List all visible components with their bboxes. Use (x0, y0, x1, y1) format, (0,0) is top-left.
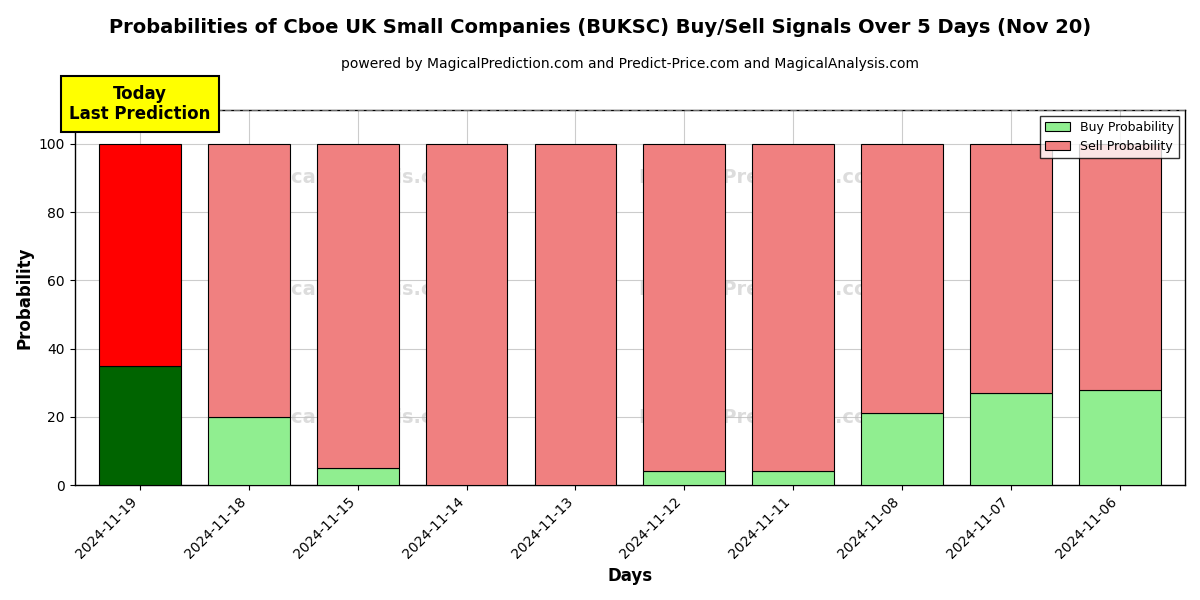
X-axis label: Days: Days (607, 567, 653, 585)
Text: MagicalPrediction.com: MagicalPrediction.com (638, 408, 888, 427)
Bar (752, 144, 834, 472)
Legend: Buy Probability, Sell Probability: Buy Probability, Sell Probability (1040, 116, 1178, 158)
Text: Today
Last Prediction: Today Last Prediction (70, 85, 211, 124)
Bar (317, 144, 398, 468)
Y-axis label: Probability: Probability (16, 246, 34, 349)
Text: MagicalAnalysis.com: MagicalAnalysis.com (238, 280, 467, 299)
Bar (208, 144, 289, 417)
Text: MagicalAnalysis.com: MagicalAnalysis.com (238, 168, 467, 187)
Bar (426, 144, 508, 485)
Bar (643, 472, 725, 485)
Bar (100, 144, 181, 365)
Text: MagicalPrediction.com: MagicalPrediction.com (638, 280, 888, 299)
Bar (317, 468, 398, 485)
Text: MagicalPrediction.com: MagicalPrediction.com (638, 168, 888, 187)
Bar (208, 417, 289, 485)
Bar (970, 393, 1051, 485)
Bar (100, 365, 181, 485)
Bar (862, 413, 943, 485)
Bar (970, 144, 1051, 393)
Bar (752, 472, 834, 485)
Title: powered by MagicalPrediction.com and Predict-Price.com and MagicalAnalysis.com: powered by MagicalPrediction.com and Pre… (341, 57, 919, 71)
Bar (1079, 144, 1160, 389)
Bar (862, 144, 943, 413)
Bar (534, 144, 617, 485)
Text: Probabilities of Cboe UK Small Companies (BUKSC) Buy/Sell Signals Over 5 Days (N: Probabilities of Cboe UK Small Companies… (109, 18, 1091, 37)
Text: MagicalAnalysis.com: MagicalAnalysis.com (238, 408, 467, 427)
Bar (643, 144, 725, 472)
Bar (1079, 389, 1160, 485)
